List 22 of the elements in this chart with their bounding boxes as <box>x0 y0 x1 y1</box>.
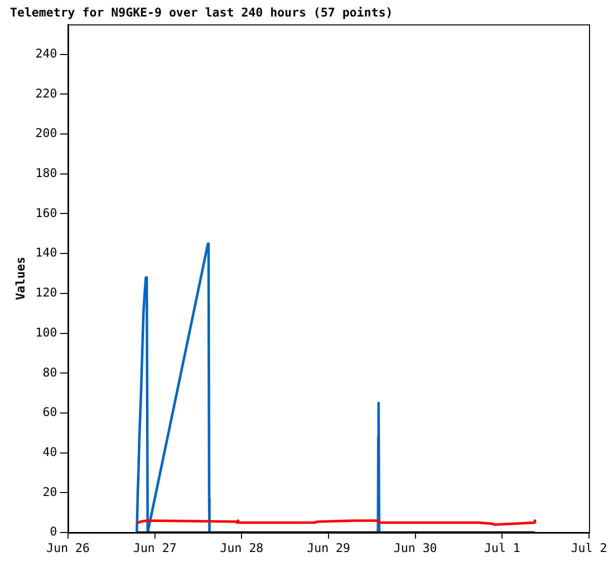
y-tick-label: 180 <box>35 166 58 180</box>
x-tick-label: Jun 30 <box>394 540 438 555</box>
y-axis-title: Values <box>13 256 28 300</box>
y-tick-label: 220 <box>35 86 58 100</box>
y-tick-label: 140 <box>35 246 58 260</box>
y-tick-label: 40 <box>42 445 58 460</box>
y-tick-label: 200 <box>35 126 58 140</box>
y-tick-label: 100 <box>35 325 58 340</box>
y-tick-label: 60 <box>42 405 58 420</box>
y-tick-label: 120 <box>35 286 58 300</box>
y-tick-label: 80 <box>42 365 58 380</box>
x-tick-label: Jul 1 <box>484 540 520 555</box>
x-tick-label: Jul 2 <box>570 540 608 555</box>
y-tick-label: 240 <box>35 46 58 60</box>
chart-title: Telemetry for N9GKE-9 over last 240 hours (57 points) <box>10 5 393 20</box>
y-tick-label: 160 <box>35 206 58 220</box>
x-tick-label: Jun 27 <box>133 540 177 555</box>
x-tick-label: Jun 29 <box>306 540 350 555</box>
x-tick-label: Jun 26 <box>46 540 90 555</box>
y-tick-label: 20 <box>42 484 58 499</box>
x-tick-label: Jun 28 <box>220 540 264 555</box>
y-tick-label: 0 <box>50 524 58 539</box>
